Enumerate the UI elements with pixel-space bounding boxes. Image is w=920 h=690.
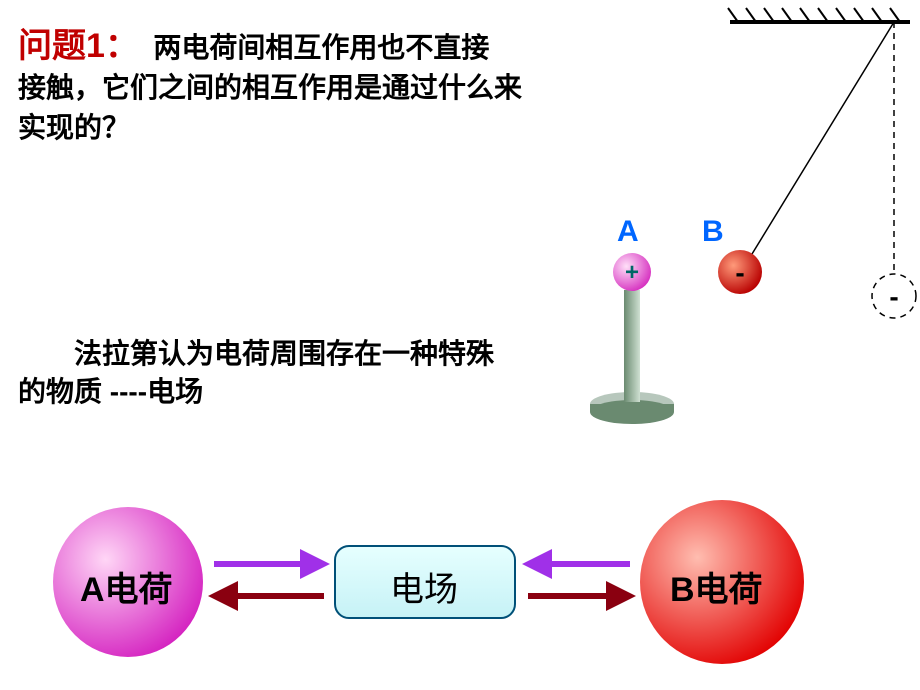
charge-b-sign: - (735, 257, 744, 288)
label-b: B (702, 215, 724, 249)
charge-a-sign: + (625, 259, 639, 286)
field-box-label: 电场 (390, 562, 458, 611)
pendulum-diagram: - - + (0, 0, 920, 430)
ceiling-hatch (728, 8, 900, 22)
rest-ball-sign: - (889, 281, 898, 312)
concept-sphere-b-label: B电荷 (670, 562, 763, 611)
stand-pole (624, 290, 640, 402)
label-a: A (617, 215, 639, 249)
pendulum-string (752, 22, 894, 254)
stand-base-bottom (590, 400, 674, 424)
concept-sphere-a-label: A电荷 (80, 562, 173, 611)
